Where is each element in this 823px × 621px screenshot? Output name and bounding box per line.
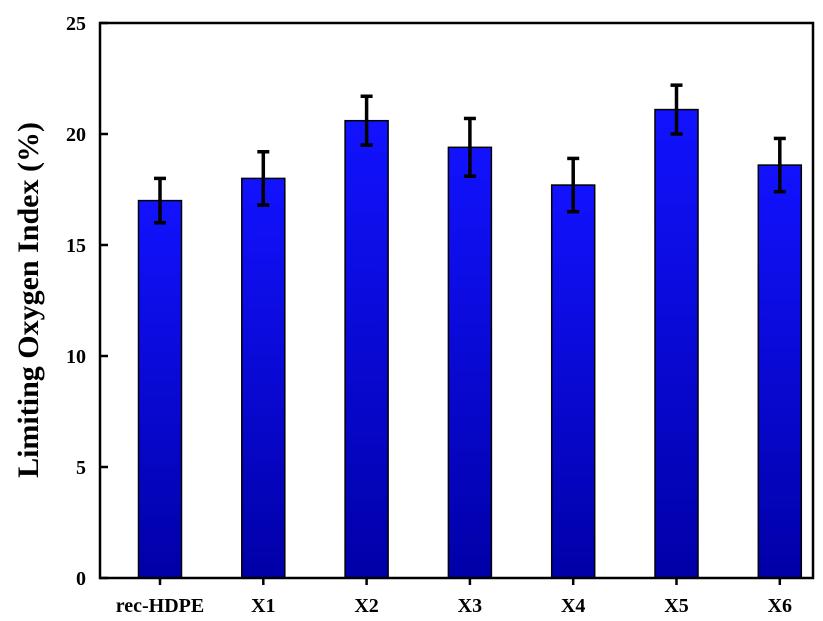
x-tick-label-x3: X3: [458, 595, 482, 617]
bar-x2: [344, 119, 389, 579]
bar-x4: [550, 184, 596, 579]
x-tick-label-x6: X6: [768, 595, 792, 617]
bar-x5: [654, 108, 699, 579]
y-tick-label: 20: [66, 124, 86, 146]
bar-x1: [241, 177, 286, 579]
y-tick-label: 0: [76, 568, 86, 590]
x-tick-label-x5: X5: [664, 595, 688, 617]
bar-rec-hdpe: [137, 199, 183, 579]
error-bar-x4: [567, 156, 580, 214]
x-tick-label-x2: X2: [354, 595, 378, 617]
plot-frame: [98, 21, 815, 580]
error-bar-x3: [463, 116, 476, 178]
axes-layer: rec-HDPE X1 X2 X3 X4 X5 X6 0 5 10 15 20 25: [66, 13, 815, 617]
error-bar-rec-hdpe: [154, 176, 166, 225]
x-tick-label-x1: X1: [251, 595, 275, 617]
bar-x3: [447, 146, 493, 579]
bars-layer: [137, 108, 803, 579]
y-axis-title: Limiting Oxygen Index (%): [12, 122, 45, 478]
y-tick-label: 15: [66, 235, 86, 257]
error-bar-x2: [360, 94, 373, 147]
y-tick-label: 25: [66, 13, 86, 35]
x-tick-label-rec-hdpe: rec-HDPE: [116, 595, 205, 617]
error-bar-x6: [773, 136, 786, 194]
x-tick-label-x4: X4: [561, 595, 585, 617]
error-bar-x5: [670, 83, 683, 136]
error-bars-layer: [154, 83, 786, 225]
error-bar-x1: [257, 150, 270, 207]
y-tick-label: 5: [76, 457, 86, 479]
y-tick-label: 10: [66, 346, 86, 368]
bar-x6: [757, 164, 803, 579]
